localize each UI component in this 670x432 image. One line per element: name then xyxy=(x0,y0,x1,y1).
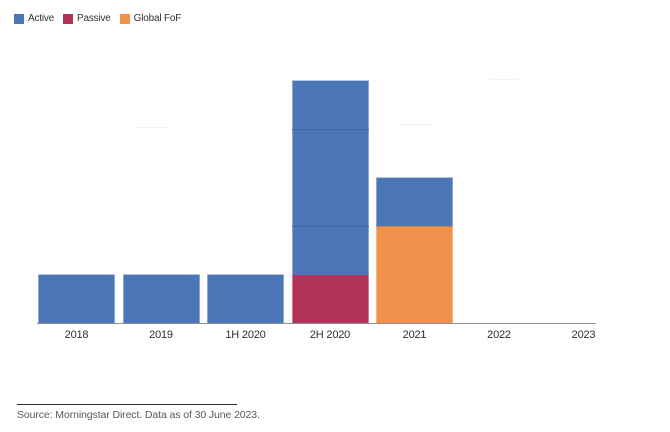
bar-segment-active xyxy=(207,274,284,324)
x-axis-label-2022: 2022 xyxy=(487,329,511,341)
x-axis-label-1h-2020: 1H 2020 xyxy=(225,329,266,341)
x-axis-label-2h-2020: 2H 2020 xyxy=(309,329,351,341)
x-axis-label-2023: 2023 xyxy=(571,329,596,341)
bar-segment-global-fof xyxy=(376,274,453,324)
legend-swatch-icon xyxy=(14,13,24,24)
bar-segment-active xyxy=(291,225,369,275)
bar-segment-passive xyxy=(291,274,369,324)
bar-segment-active xyxy=(122,274,200,324)
legend-label: Global FoF xyxy=(133,13,182,24)
x-axis-line xyxy=(37,323,596,324)
legend-swatch-icon xyxy=(63,13,74,24)
legend-swatch-icon xyxy=(119,13,130,24)
legend-item-active: Active xyxy=(14,13,54,24)
x-axis-label-2019: 2019 xyxy=(149,329,173,341)
source-text: Source: Morningstar Direct. Data as of 3… xyxy=(17,409,260,421)
bar-segment-active xyxy=(291,128,369,178)
legend: Active Passive Global FoF xyxy=(14,13,190,24)
x-axis-label-2021: 2021 xyxy=(402,329,427,341)
legend-label: Passive xyxy=(77,13,111,24)
gridline-fragment xyxy=(489,79,519,80)
bar-segment-active xyxy=(291,80,369,130)
bar-segment-active xyxy=(38,274,115,324)
bar-segment-global-fof xyxy=(376,225,453,275)
legend-item-passive: Passive xyxy=(63,13,111,24)
bar-segment-active xyxy=(376,177,453,227)
x-axis-label-2018: 2018 xyxy=(64,329,89,341)
source-divider xyxy=(17,404,237,405)
gridline-fragment xyxy=(135,127,170,128)
legend-label: Active xyxy=(28,13,55,24)
bar-segment-active xyxy=(291,177,369,227)
legend-item-global-fof: Global FoF xyxy=(119,13,182,24)
gridline-fragment xyxy=(400,124,435,125)
